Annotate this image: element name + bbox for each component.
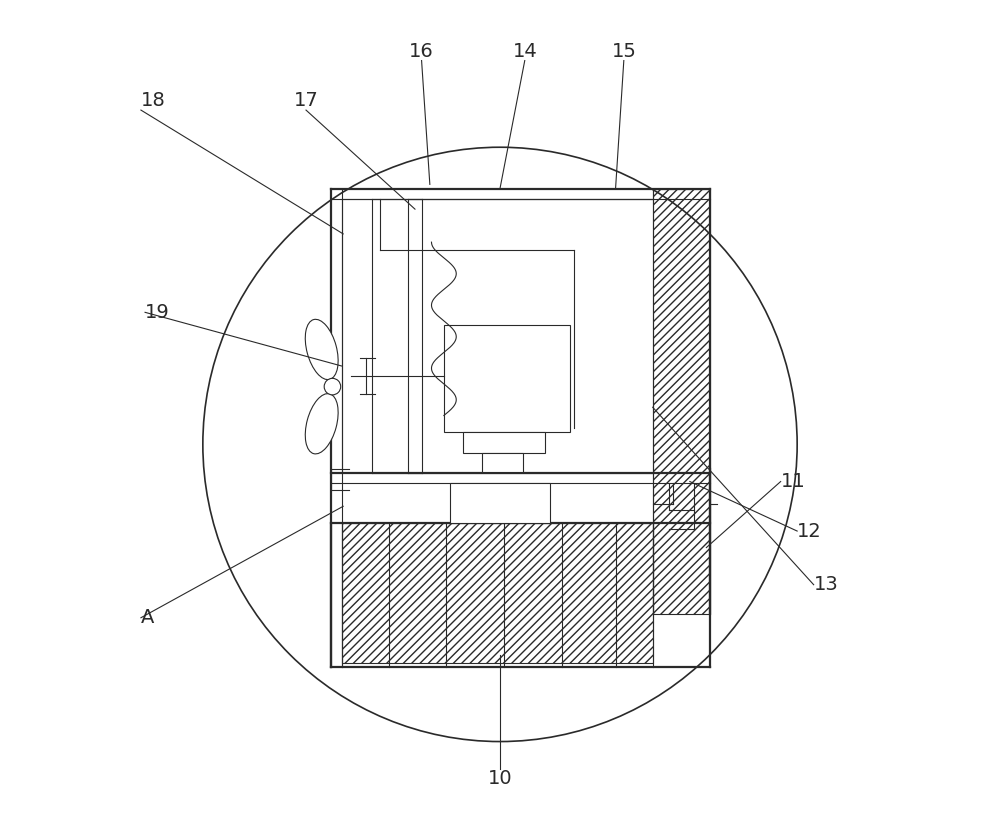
Bar: [444, 325, 570, 432]
Text: 11: 11: [781, 472, 805, 491]
Bar: [653, 189, 710, 613]
Ellipse shape: [305, 319, 338, 380]
Bar: [463, 432, 545, 453]
Text: 14: 14: [512, 42, 537, 61]
Text: 10: 10: [488, 769, 512, 788]
Text: A: A: [141, 608, 154, 627]
Text: 12: 12: [797, 522, 822, 540]
Circle shape: [324, 378, 341, 395]
Text: 15: 15: [611, 42, 636, 61]
Bar: [342, 523, 653, 663]
Text: 17: 17: [294, 91, 318, 110]
Bar: [482, 453, 523, 472]
Text: 18: 18: [141, 91, 166, 110]
Text: 16: 16: [409, 42, 434, 61]
Text: 13: 13: [814, 575, 838, 594]
Text: 19: 19: [145, 302, 170, 322]
Ellipse shape: [305, 394, 338, 454]
Bar: [450, 483, 550, 523]
